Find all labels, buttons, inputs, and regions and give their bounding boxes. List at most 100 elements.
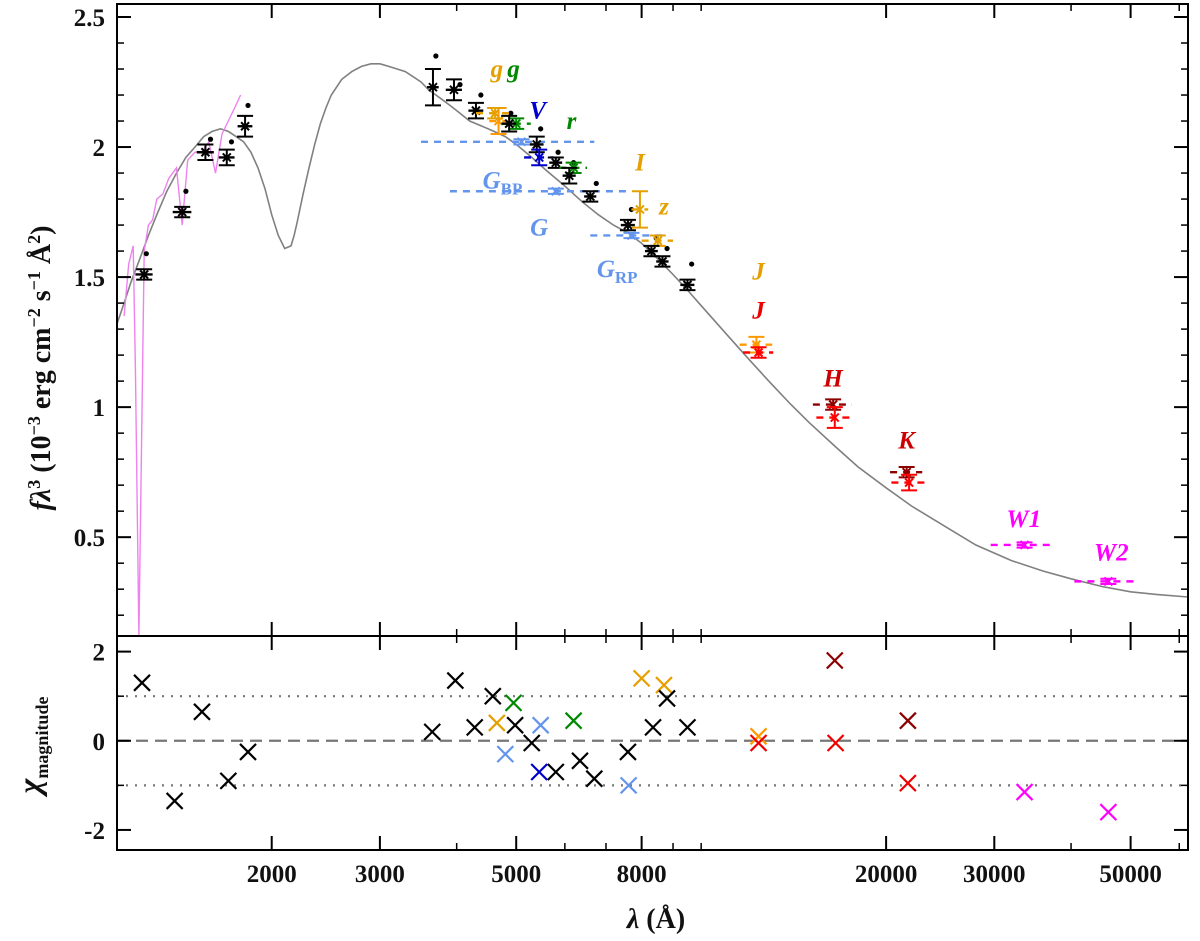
residual-ytick-label-2: 2 xyxy=(93,640,106,667)
band-label-text-4: I xyxy=(634,149,646,176)
photometry-point-20 xyxy=(619,218,636,232)
photometry-point-21 xyxy=(590,230,668,241)
residual-marker-23 xyxy=(644,718,662,737)
sed-ytick-label-3: 2 xyxy=(93,135,106,162)
residual-ytick-label-1: 0 xyxy=(93,729,106,756)
photometry-marker-14-stroke-b xyxy=(534,152,544,163)
residual-marker-14-stroke-b xyxy=(531,716,550,734)
photometry-marker-11-stroke-b xyxy=(504,118,514,129)
residual-marker-7 xyxy=(465,718,484,737)
band-label-1: g xyxy=(506,56,520,83)
synthetic-dot-16 xyxy=(689,261,695,267)
photometry-point-7 xyxy=(467,101,484,120)
residual-ytick-label-0: -2 xyxy=(84,818,105,845)
xtick-label-2: 5000 xyxy=(491,861,541,888)
synthetic-dot-6 xyxy=(457,82,463,88)
residual-marker-3 xyxy=(219,772,238,790)
residual-marker-30 xyxy=(826,734,845,752)
photometry-point-31 xyxy=(890,465,923,479)
residual-marker-26-stroke-b xyxy=(678,718,697,737)
residual-marker-27 xyxy=(749,727,768,746)
photometry-marker-13-stroke-b xyxy=(532,139,542,150)
residual-marker-5-stroke-b xyxy=(423,723,442,741)
band-label-7: G xyxy=(530,214,548,241)
photometry-point-4 xyxy=(237,114,254,138)
photometry-point-19 xyxy=(582,190,599,203)
sed-ytick-label-1: 1 xyxy=(93,395,106,422)
photometry-marker-4 xyxy=(240,121,250,131)
residual-y-axis-title: χmagnitude xyxy=(11,697,52,798)
xtick-label-5: 30000 xyxy=(963,861,1026,888)
xtick-label-1: 3000 xyxy=(355,861,405,888)
photometry-marker-21-stroke-b xyxy=(626,230,637,241)
residual-marker-25-stroke-b xyxy=(658,689,676,708)
band-label-sub-8: RP xyxy=(615,268,638,287)
uv-spectrum-line xyxy=(123,94,242,636)
residual-marker-15 xyxy=(530,763,548,781)
photometry-point-24 xyxy=(643,244,660,258)
photometry-marker-23-stroke-b xyxy=(653,235,663,246)
residual-marker-1 xyxy=(165,792,184,810)
residual-marker-2-stroke-b xyxy=(193,703,211,721)
residual-marker-13 xyxy=(522,734,541,752)
residual-marker-5 xyxy=(423,723,442,741)
sed-y-axis-title: fλ3 (10−3 erg cm−2 s−1 Å2) xyxy=(24,226,57,511)
photometry-point-2 xyxy=(196,143,214,162)
photometry-marker-1-stroke-b xyxy=(177,207,187,217)
band-label-2: V xyxy=(529,97,548,124)
residual-marker-29 xyxy=(826,651,844,670)
residual-marker-4 xyxy=(239,743,257,761)
band-label-10: J xyxy=(751,298,766,325)
residual-marker-33-stroke-b xyxy=(1015,783,1034,801)
photometry-marker-0 xyxy=(139,269,149,280)
photometry-marker-15-stroke-b xyxy=(551,157,561,168)
photometry-marker-7-stroke-b xyxy=(471,105,481,116)
residual-marker-16-stroke-b xyxy=(547,763,565,781)
photometry-marker-2 xyxy=(200,147,211,157)
photometry-marker-19 xyxy=(585,191,595,202)
photometry-marker-19-stroke-b xyxy=(585,191,595,202)
residual-marker-9 xyxy=(488,714,506,732)
residual-marker-31 xyxy=(899,711,917,730)
photometry-marker-20-stroke-b xyxy=(623,220,633,230)
photometry-marker-18-stroke-b xyxy=(551,186,561,196)
photometry-marker-5-stroke-b xyxy=(428,82,438,92)
residual-marker-26 xyxy=(678,718,697,737)
sed-ytick-label-0: 0.5 xyxy=(74,525,105,552)
photometry-marker-17 xyxy=(564,170,574,181)
photometry-point-23 xyxy=(641,234,674,247)
residual-marker-25 xyxy=(658,689,676,708)
residual-marker-34 xyxy=(1099,803,1118,821)
synthetic-dot-9 xyxy=(538,126,544,132)
sed-ytick-label-4: 2.5 xyxy=(74,5,105,32)
band-label-4: I xyxy=(634,149,646,176)
band-label-text-5: z xyxy=(658,194,669,221)
residual-marker-28-stroke-b xyxy=(749,734,768,752)
residual-marker-17 xyxy=(564,711,583,730)
band-label-text-11: H xyxy=(822,365,844,392)
residual-frame xyxy=(116,635,1189,851)
residual-marker-33 xyxy=(1015,783,1034,801)
photometry-point-15 xyxy=(547,156,564,169)
photometry-marker-9 xyxy=(490,108,500,118)
residual-marker-11-stroke-b xyxy=(504,694,523,712)
residual-marker-29-stroke-b xyxy=(826,651,844,670)
residual-marker-27-stroke-b xyxy=(749,727,768,746)
synthetic-dot-15 xyxy=(664,245,670,252)
residual-marker-10-stroke-b xyxy=(496,745,515,763)
band-label-text-3: r xyxy=(567,108,577,135)
photometry-marker-26 xyxy=(682,280,693,290)
band-label-text-10: J xyxy=(751,298,766,325)
synthetic-dot-2 xyxy=(207,136,214,142)
photometry-marker-3-stroke-b xyxy=(222,152,232,163)
residual-marker-12 xyxy=(506,716,524,734)
synthetic-dot-5 xyxy=(433,53,439,59)
residual-marker-13-stroke-b xyxy=(522,734,541,752)
residual-marker-30-stroke-b xyxy=(826,734,845,752)
photometry-point-18 xyxy=(449,186,632,196)
synthetic-dot-3 xyxy=(228,139,235,145)
photometry-marker-25 xyxy=(657,256,668,267)
photometry-point-22 xyxy=(631,190,649,229)
photometry-marker-12-stroke-b xyxy=(516,137,527,147)
